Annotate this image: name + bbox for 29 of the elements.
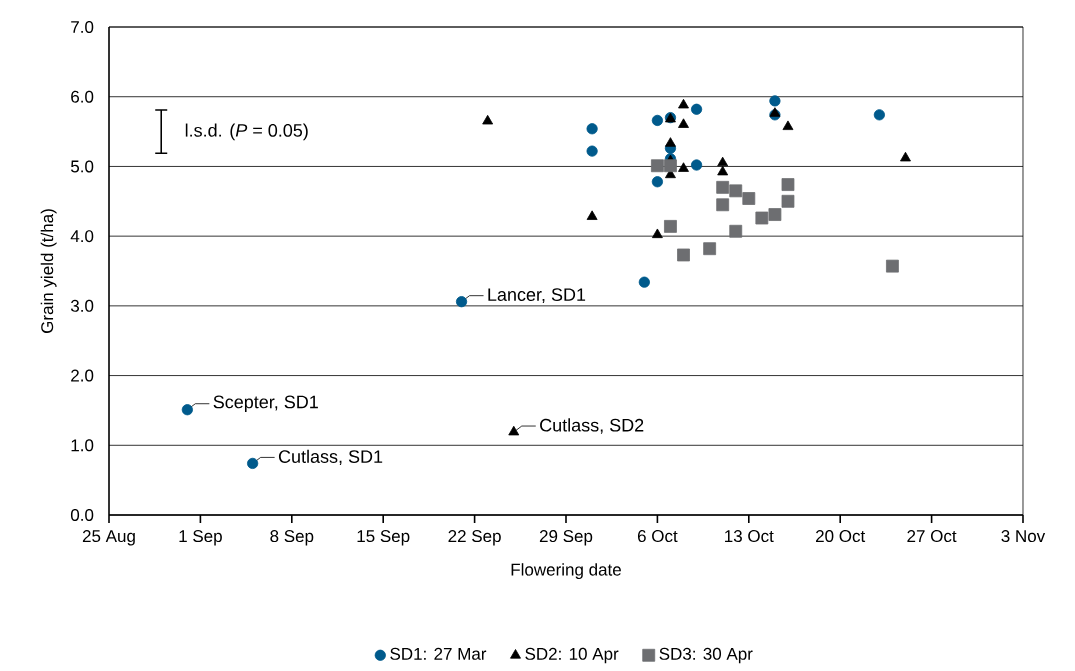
y-tick-label: 3.0 xyxy=(70,300,94,313)
annotation: l.s.d. (P = 0.05) xyxy=(185,123,308,141)
x-tick-label: 13 Oct xyxy=(725,530,774,543)
x-axis-title: Flowering date xyxy=(511,563,621,580)
x-tick-label: 29 Sep xyxy=(539,530,593,546)
x-tick-label: 25 Aug xyxy=(82,530,135,546)
x-tick-label: 3 Nov xyxy=(1001,530,1046,543)
y-tick-label: 5.0 xyxy=(70,160,94,173)
y-tick-label: 4.0 xyxy=(70,230,94,243)
annotation: Lancer, SD1 xyxy=(488,288,586,304)
x-tick-label: 22 Sep xyxy=(448,530,501,546)
x-tick-label: 6 Oct xyxy=(637,530,678,543)
y-tick-label: 7.0 xyxy=(71,21,94,34)
x-tick-label: 1 Sep xyxy=(179,530,222,546)
y-tick-label: 1.0 xyxy=(71,439,94,452)
y-tick-label: 6.0 xyxy=(71,90,94,103)
x-tick-label: 8 Sep xyxy=(270,530,314,546)
x-tick-label: 20 Oct xyxy=(816,530,866,543)
x-tick-label: 15 Sep xyxy=(357,530,410,546)
y-axis-title: Grain yield (t/ha) xyxy=(40,209,57,334)
y-tick-label: 0.0 xyxy=(70,509,94,522)
y-tick-label: 2.0 xyxy=(71,369,94,382)
x-tick-label: 27 Oct xyxy=(907,530,957,543)
legend-label: SD3: 30 Apr xyxy=(659,647,753,664)
legend-label: SD2: 10 Apr xyxy=(525,647,619,664)
annotation: Cutlass, SD1 xyxy=(278,449,383,466)
annotation: Cutlass, SD2 xyxy=(540,418,644,434)
annotation: Scepter, SD1 xyxy=(213,395,318,413)
legend-label: SD1: 27 Mar xyxy=(390,647,487,660)
